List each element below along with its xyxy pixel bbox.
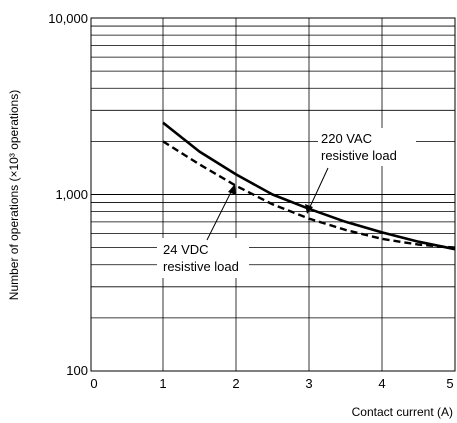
x-tick-labels: 0 1 2 3 4 5 [90,376,453,391]
x-tick-label: 4 [378,376,385,391]
y-tick-label: 10,000 [48,11,88,26]
annotation-220vac-line1: 220 VAC [321,131,372,146]
series-line-24vdc [162,140,456,249]
annotation-220vac-line2: resistive load [321,148,397,163]
annotation-220vac-bg [318,128,416,166]
annotation-24vdc-bg [157,238,249,278]
x-tick-label: 0 [90,376,97,391]
plot-frame [90,17,456,372]
x-tick-label: 2 [232,376,239,391]
y-tick-label: 100 [66,363,88,378]
annotation-24vdc-line2: resistive load [163,259,239,274]
x-tick-label: 3 [305,376,312,391]
x-axis-label: Contact current (A) [352,405,453,419]
annotation-220vac-leader [308,167,329,210]
x-tick-label: 5 [446,376,453,391]
y-axis-label: Number of operations (×10³ operations) [7,90,21,300]
y-tick-labels: 10,000 1,000 100 [48,11,88,378]
annotation-24vdc-arrowhead [228,184,236,195]
y-tick-label: 1,000 [55,187,88,202]
x-tick-label: 1 [159,376,166,391]
annotation-24vdc-line1: 24 VDC [163,242,209,257]
annotation-220vac-arrowhead [305,204,313,214]
annotation-24vdc-leader [206,189,233,241]
